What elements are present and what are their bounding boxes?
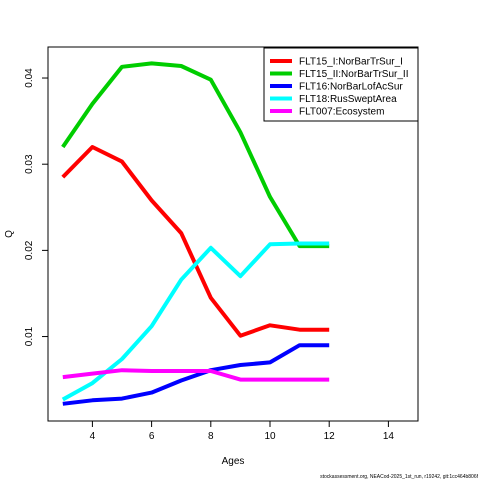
legend-label: FLT18:RusSweptArea <box>299 94 397 105</box>
legend-label: FLT16:NorBarLofAcSur <box>299 82 403 93</box>
y-axis-label: Q <box>4 230 15 238</box>
x-tick-label: 6 <box>149 431 155 442</box>
legend-label: FLT15_II:NorBarTrSur_II <box>299 69 408 80</box>
y-tick-label: 0.03 <box>24 154 35 174</box>
x-tick-label: 8 <box>208 431 214 442</box>
series-layer <box>61 61 330 406</box>
x-tick-label: 10 <box>264 431 276 442</box>
series-line-2 <box>61 61 330 249</box>
x-tick-label: 12 <box>324 431 336 442</box>
x-axis: 4 6 8 10 12 14 <box>90 421 395 442</box>
series-line-3 <box>62 343 330 406</box>
legend: FLT15_I:NorBarTrSur_IFLT15_II:NorBarTrSu… <box>263 47 419 122</box>
series-line-5 <box>62 368 330 382</box>
y-tick-label: 0.02 <box>24 240 35 260</box>
y-tick-label: 0.01 <box>24 326 35 346</box>
x-tick-label: 14 <box>383 431 395 442</box>
plot-frame <box>47 46 419 422</box>
y-tick-label: 0.04 <box>24 68 35 88</box>
footnote: stockassessment.org, NEACod-2025_1st_run… <box>320 474 478 480</box>
legend-label: FLT15_I:NorBarTrSur_I <box>299 57 403 68</box>
y-axis: 0.01 0.02 0.03 0.04 <box>24 68 48 346</box>
legend-label: FLT007:Ecosystem <box>299 107 384 118</box>
x-axis-label: Ages <box>222 456 245 467</box>
x-tick-label: 4 <box>90 431 96 442</box>
